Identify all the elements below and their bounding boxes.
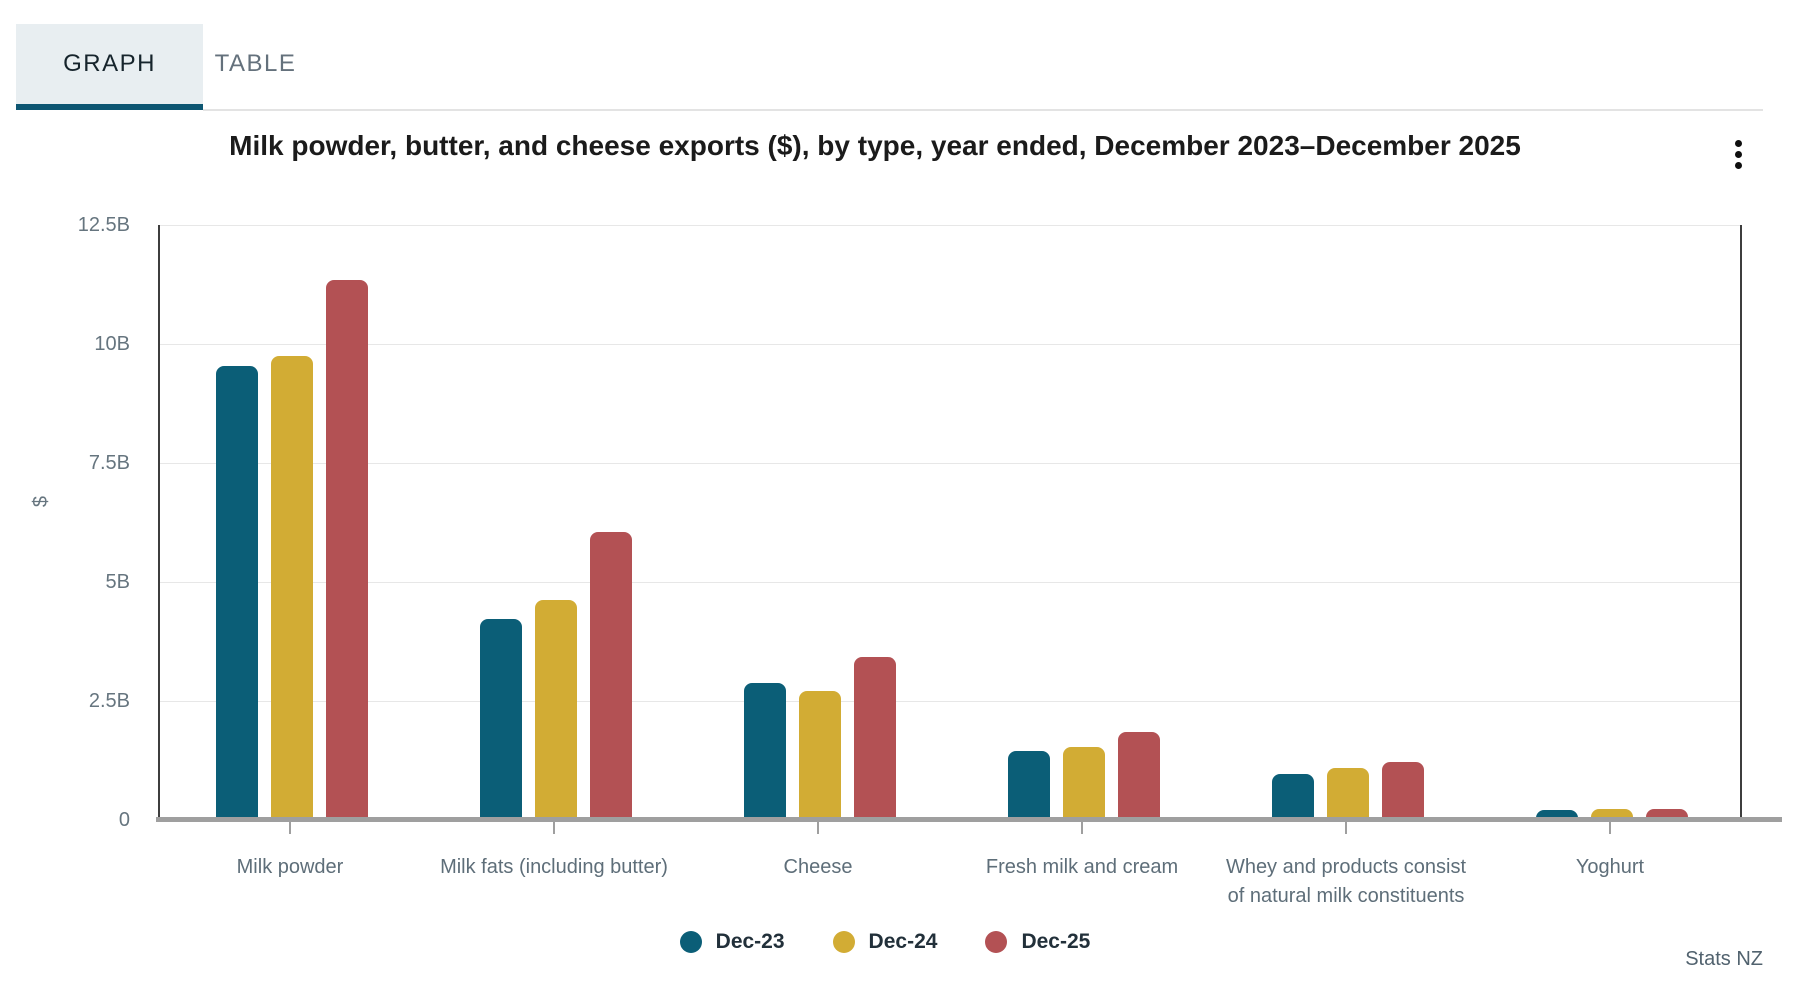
category-label-line: Fresh milk and cream xyxy=(985,856,1179,878)
category-label-line: Yoghurt xyxy=(1575,856,1645,878)
x-tick-mark xyxy=(289,822,291,834)
gridline xyxy=(160,344,1740,345)
bar-dec-25-1[interactable] xyxy=(326,280,368,820)
kebab-dot xyxy=(1734,150,1742,158)
bar-dec-24-6[interactable] xyxy=(1591,808,1633,820)
kebab-dot xyxy=(1734,139,1742,147)
category-label-line: Whey and products consist xyxy=(1225,856,1467,878)
category-label: Cheese xyxy=(678,853,958,882)
y-tick-label: 10B xyxy=(94,333,130,355)
gridline xyxy=(160,701,1740,702)
active-tab-underline xyxy=(16,104,203,110)
tab-table[interactable]: TABLE xyxy=(203,24,308,104)
gridline xyxy=(160,225,1740,226)
bar-dec-23-1[interactable] xyxy=(216,365,258,820)
bar-dec-25-2[interactable] xyxy=(590,531,632,820)
bar-dec-25-6[interactable] xyxy=(1646,809,1688,820)
y-tick-label: 2.5B xyxy=(88,690,130,712)
y-tick-label: 0 xyxy=(118,809,130,831)
category-label-line: of natural milk constituents xyxy=(1227,885,1465,907)
tab-table-label: TABLE xyxy=(214,50,297,77)
x-tick-mark xyxy=(1609,822,1611,834)
legend-label: Dec-25 xyxy=(1021,930,1091,953)
legend-item-dec-25[interactable]: Dec-25 xyxy=(985,930,1090,954)
x-tick-mark xyxy=(553,822,555,834)
legend-label: Dec-24 xyxy=(868,930,938,953)
bar-dec-24-3[interactable] xyxy=(799,690,841,820)
kebab-dot xyxy=(1734,161,1742,169)
bar-dec-24-4[interactable] xyxy=(1063,747,1105,820)
y-tick-label: 5B xyxy=(105,571,130,593)
legend-item-dec-23[interactable]: Dec-23 xyxy=(679,930,785,954)
category-label: Milk fats (including butter) xyxy=(414,853,694,882)
legend-item-dec-24[interactable]: Dec-24 xyxy=(832,930,938,954)
legend-swatch-icon xyxy=(679,931,702,953)
category-label: Milk powder xyxy=(150,853,430,882)
category-label: Fresh milk and cream xyxy=(942,853,1222,882)
category-label-line: Cheese xyxy=(783,856,853,878)
category-label: Whey and products consist of natural milk… xyxy=(1206,853,1486,911)
legend-label: Dec-23 xyxy=(715,930,785,953)
tab-graph[interactable]: GRAPH xyxy=(16,24,203,104)
bar-dec-25-4[interactable] xyxy=(1118,731,1160,820)
tab-graph-label: GRAPH xyxy=(63,50,156,77)
legend-swatch-icon xyxy=(985,931,1008,953)
x-tick-mark xyxy=(1345,822,1347,834)
y-axis-title: $ xyxy=(30,495,53,508)
bar-dec-23-3[interactable] xyxy=(744,683,786,820)
attribution-label: Stats NZ xyxy=(1685,948,1763,970)
bar-dec-24-5[interactable] xyxy=(1327,767,1369,820)
bar-dec-25-3[interactable] xyxy=(854,656,896,820)
legend: Dec-23 Dec-24 Dec-25 xyxy=(0,930,1770,954)
chart-title: Milk powder, butter, and cheese exports … xyxy=(229,130,1521,161)
x-axis-line xyxy=(156,817,1782,822)
tab-bar-divider xyxy=(203,109,1763,111)
y-tick-label: 7.5B xyxy=(88,452,130,474)
bar-dec-25-5[interactable] xyxy=(1382,761,1424,820)
gridline xyxy=(160,463,1740,464)
bar-dec-23-4[interactable] xyxy=(1008,750,1050,820)
category-label-line: Milk powder xyxy=(236,856,344,878)
bar-dec-24-2[interactable] xyxy=(535,600,577,820)
bar-dec-23-2[interactable] xyxy=(480,619,522,820)
gridline xyxy=(160,582,1740,583)
category-label: Yoghurt xyxy=(1470,853,1750,882)
y-tick-label: 12.5B xyxy=(77,214,130,236)
bar-dec-23-6[interactable] xyxy=(1536,810,1578,820)
x-tick-mark xyxy=(817,822,819,834)
bar-dec-24-1[interactable] xyxy=(271,355,313,820)
kebab-menu-icon[interactable] xyxy=(1726,134,1750,174)
x-tick-mark xyxy=(1081,822,1083,834)
category-label-line: Milk fats (including butter) xyxy=(440,856,668,878)
legend-swatch-icon xyxy=(832,931,855,953)
bar-dec-23-5[interactable] xyxy=(1272,773,1314,820)
plot-area xyxy=(158,225,1742,820)
